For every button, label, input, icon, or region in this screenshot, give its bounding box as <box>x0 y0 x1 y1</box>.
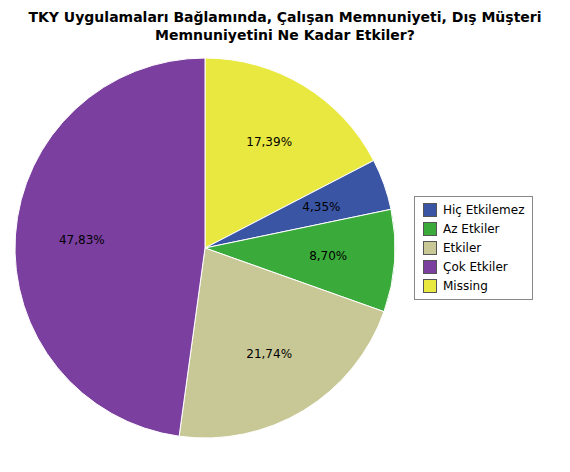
html-text:Çok Etkiler: Çok Etkiler <box>443 260 508 275</box>
svg-text:8,70%: 8,70% <box>309 250 347 264</box>
html-text:Missing: Missing <box>443 279 488 294</box>
svg-text:21,74%: 21,74% <box>246 347 292 361</box>
svg-text:47,83%: 47,83% <box>59 233 105 247</box>
svg-text:17,39%: 17,39% <box>246 136 292 150</box>
html-text:Etkiler: Etkiler <box>443 241 482 256</box>
html-text:Az Etkiler: Az Etkiler <box>443 222 500 237</box>
html-text:TKY Uygulamaları Bağlamında, Ç: TKY Uygulamaları Bağlamında, Çalışan Mem… <box>28 9 542 44</box>
svg-text:4,35%: 4,35% <box>302 200 340 214</box>
html-text:Hiç Etkilemez: Hiç Etkilemez <box>443 203 525 218</box>
